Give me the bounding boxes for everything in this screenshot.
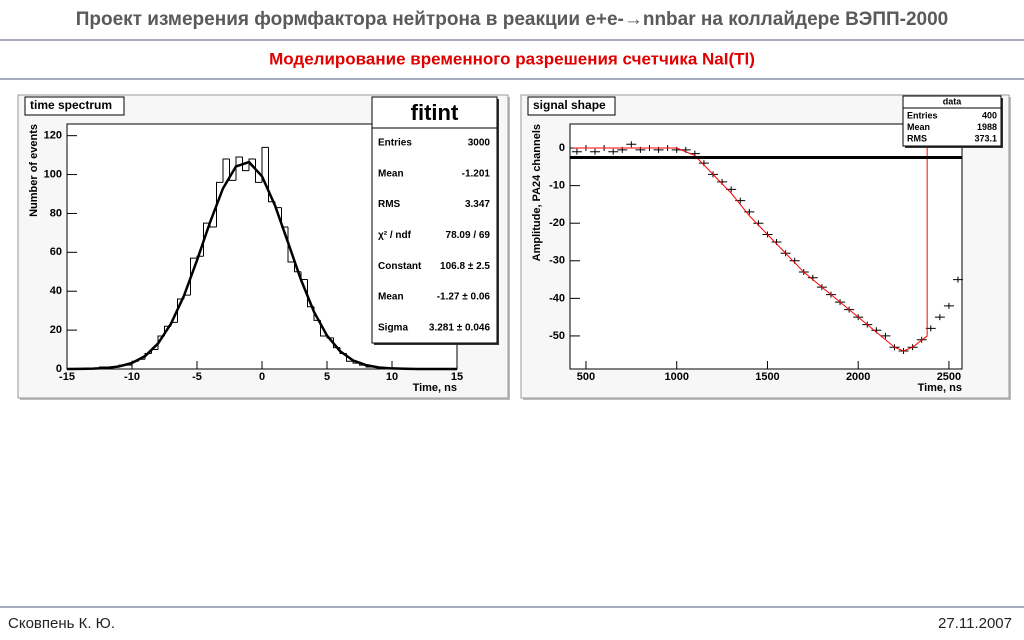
y-tick-label: 40 — [50, 285, 62, 297]
slide-title: Проект измерения формфактора нейтрона в … — [76, 9, 948, 30]
title-box — [527, 96, 616, 116]
y-tick-label: 0 — [56, 363, 62, 375]
footer-author: Сковпень К. Ю. — [8, 615, 115, 632]
y-tick-label: -40 — [549, 292, 565, 304]
histogram-bin — [190, 257, 197, 296]
y-tick-label: -30 — [549, 255, 565, 267]
y-tick-label: 60 — [50, 246, 62, 258]
x-tick-label: 5 — [324, 371, 330, 383]
y-tick-label: -10 — [549, 180, 565, 192]
y-tick-label: 80 — [50, 207, 62, 219]
stats-value: 1988 — [977, 122, 997, 132]
x-tick-label: 1500 — [755, 371, 779, 383]
stats-label: Constant — [378, 261, 422, 272]
x-axis-label: Time, ns — [918, 382, 962, 394]
stats-value: 106.8 ± 2.5 — [440, 261, 490, 272]
footer-date: 27.11.2007 — [938, 615, 1012, 632]
stats-label: Mean — [907, 122, 930, 132]
data-point — [608, 148, 619, 155]
x-tick-label: 2000 — [846, 371, 870, 383]
histogram-bin — [248, 158, 256, 171]
stats-label: Entries — [907, 110, 938, 120]
stats-value: 3.281 ± 0.046 — [429, 322, 491, 333]
fit-curve — [66, 160, 457, 371]
x-tick-label: 10 — [386, 371, 398, 383]
histogram-bin — [242, 157, 249, 172]
stats-label: Sigma — [378, 322, 408, 333]
data-point — [590, 148, 601, 155]
y-tick-label: 100 — [44, 168, 62, 180]
data-point — [934, 314, 945, 321]
stats-title: data — [943, 96, 963, 106]
series-line — [573, 147, 928, 352]
stats-label: RMS — [378, 199, 401, 210]
stats-value: 373.1 — [974, 133, 997, 143]
stats-label: Mean — [378, 168, 404, 179]
y-tick-label: -50 — [549, 330, 565, 342]
stats-label: χ² / ndf — [378, 230, 412, 241]
plot-area — [569, 123, 963, 370]
stats-value: 3000 — [468, 138, 491, 149]
x-axis-label: Time, ns — [413, 382, 457, 394]
x-tick-label: 1000 — [664, 371, 688, 383]
stats-value: 400 — [982, 110, 997, 120]
histogram-bin — [255, 159, 262, 183]
y-axis-label: Number of events — [28, 124, 40, 217]
data-point — [953, 276, 964, 283]
slide-subtitle: Моделирование временного разрешения счет… — [269, 49, 755, 68]
histogram-bin — [203, 222, 210, 257]
x-tick-label: -10 — [124, 371, 140, 383]
stats-label: RMS — [907, 133, 927, 143]
x-tick-label: 15 — [451, 371, 463, 383]
stats-value: -1.201 — [462, 168, 491, 179]
stats-box — [902, 95, 1002, 147]
stats-box — [371, 96, 498, 344]
stats-value: 3.347 — [465, 199, 490, 210]
y-axis-label: Amplitude, PA24 channels — [531, 124, 543, 261]
x-tick-label: 500 — [577, 371, 595, 383]
stats-value: 78.09 / 69 — [446, 230, 491, 241]
x-tick-label: 0 — [259, 371, 265, 383]
x-tick-label: 2500 — [937, 371, 961, 383]
histogram-bin — [216, 181, 223, 228]
stats-label: Mean — [378, 292, 404, 303]
histogram-bin — [261, 146, 269, 183]
y-tick-label: 20 — [50, 324, 62, 336]
x-tick-label: -15 — [59, 371, 75, 383]
data-point — [571, 148, 582, 155]
x-tick-label: -5 — [192, 371, 202, 383]
y-tick-label: 0 — [559, 142, 565, 154]
stats-label: Entries — [378, 138, 412, 149]
y-tick-label: -20 — [549, 217, 565, 229]
histogram-bin — [235, 156, 243, 181]
y-tick-label: 120 — [44, 130, 62, 142]
title-box — [24, 96, 125, 116]
data-point — [880, 332, 891, 339]
chart-title: signal shape — [533, 98, 606, 112]
histogram-bin — [229, 159, 236, 181]
data-point — [943, 302, 954, 309]
stats-value: -1.27 ± 0.06 — [437, 292, 491, 303]
chart-title: time spectrum — [30, 98, 112, 112]
data-point — [626, 141, 637, 148]
stats-title: fitint — [411, 100, 459, 125]
histogram-bin — [222, 158, 230, 183]
